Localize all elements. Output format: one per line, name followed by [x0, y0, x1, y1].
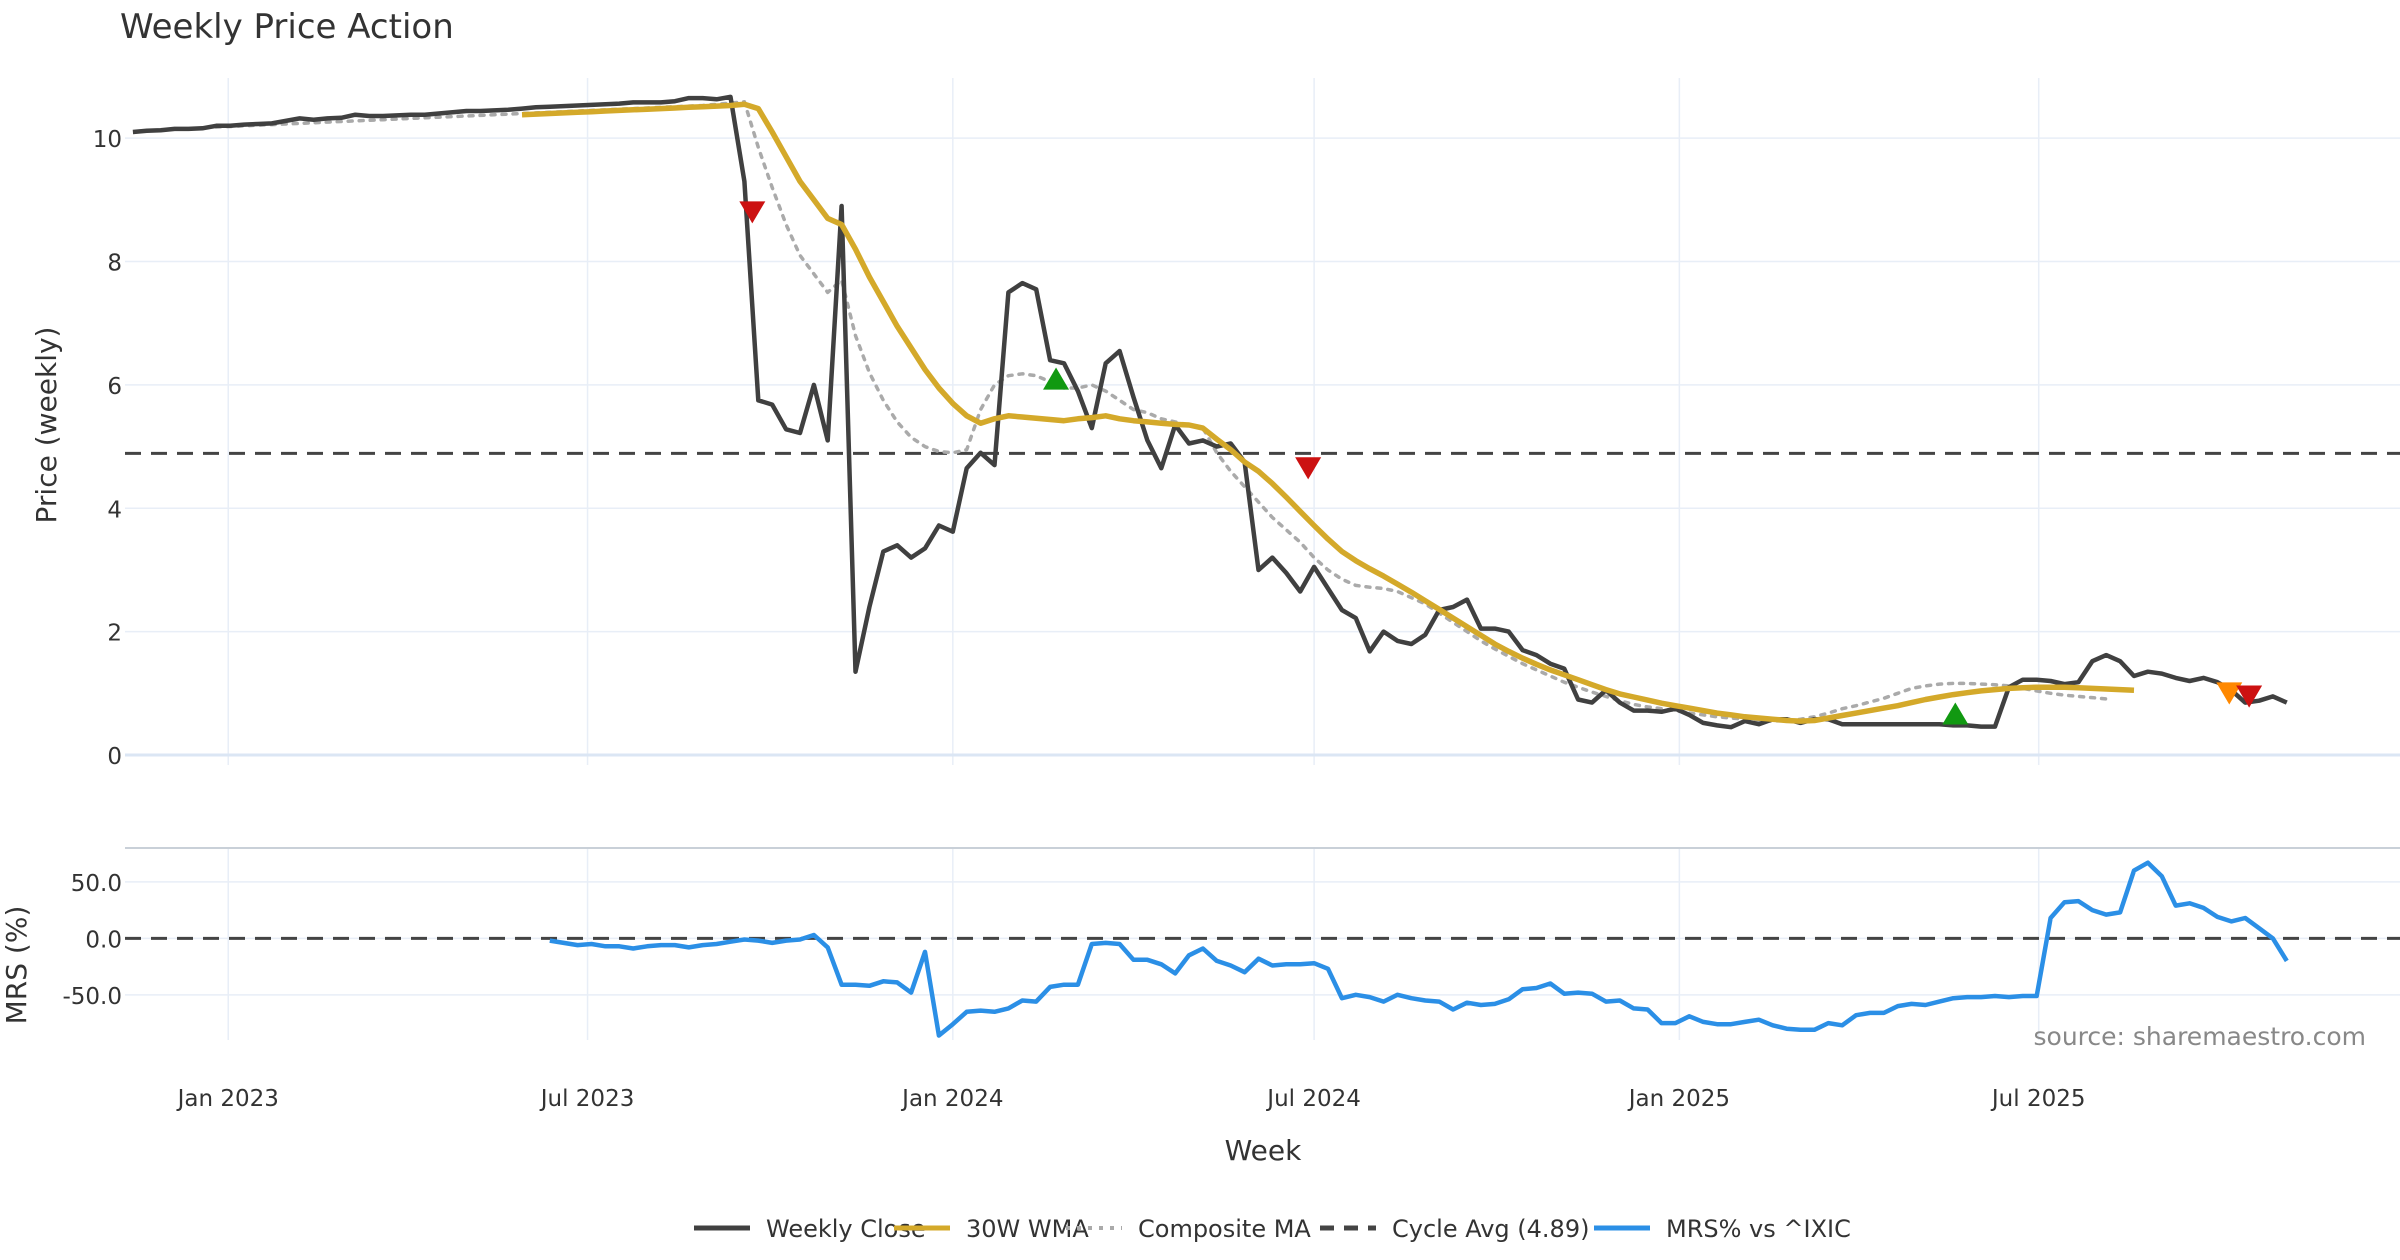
mrs-y-axis-label: MRS (%) — [0, 906, 33, 1025]
buy-signal-marker — [1043, 367, 1070, 390]
buy-signal-marker — [1942, 702, 1969, 725]
legend: Weekly Close 30W WMA Composite MA Cycle Avg… — [694, 1215, 1851, 1243]
sell-signal-marker — [2236, 685, 2263, 708]
legend-item-mrs-vs-ixic: MRS% vs ^IXIC — [1594, 1215, 1851, 1243]
price-y-tick-label: 4 — [107, 497, 122, 523]
legend-label: MRS% vs ^IXIC — [1666, 1215, 1851, 1243]
legend-item-weekly-close: Weekly Close — [694, 1215, 926, 1243]
price-y-tick-label: 0 — [107, 744, 122, 770]
x-ticks: Jan 2023 Jul 2023 Jan 2024 Jul 2024 Jan 2025… — [176, 1086, 2086, 1112]
legend-label: Cycle Avg (4.89) — [1392, 1215, 1589, 1243]
price-y-tick-label: 6 — [107, 374, 122, 400]
mrs-mrs-vs-ixic-line — [549, 860, 2289, 1038]
x-tick-label: Jan 2025 — [1627, 1086, 1730, 1112]
mrs-y-ticks: 50.0 0.0 -50.0 — [62, 871, 122, 1010]
mrs-series — [125, 860, 2400, 1038]
x-axis-label: Week — [1225, 1134, 1302, 1167]
chart-title: Weekly Price Action — [120, 7, 454, 47]
price-composite-ma-line — [214, 100, 2108, 723]
price-30w-wma-line — [521, 101, 2135, 724]
x-tick-label: Jul 2023 — [539, 1086, 635, 1112]
x-tick-label: Jul 2025 — [1990, 1086, 2086, 1112]
x-tick-label: Jan 2024 — [900, 1086, 1003, 1112]
mrs-y-tick-label: 0.0 — [85, 927, 122, 953]
mrs-y-tick-label: -50.0 — [62, 984, 122, 1010]
price-y-tick-label: 2 — [107, 621, 122, 647]
x-tick-label: Jan 2023 — [176, 1086, 279, 1112]
sell-signal-marker — [2216, 682, 2243, 705]
legend-label: 30W WMA — [966, 1215, 1089, 1243]
mrs-y-tick-label: 50.0 — [71, 871, 122, 897]
price-series — [125, 94, 2400, 730]
legend-label: Composite MA — [1138, 1215, 1311, 1243]
source-note: source: sharemaestro.com — [2034, 1022, 2367, 1051]
price-weekly-close-line — [132, 94, 2288, 730]
price-y-tick-label: 8 — [107, 251, 122, 277]
price-y-tick-label: 10 — [93, 127, 122, 153]
price-grid — [125, 78, 2400, 765]
legend-item-composite-ma: Composite MA — [1066, 1215, 1311, 1243]
sell-signal-marker — [739, 201, 766, 224]
price-markers — [739, 201, 2263, 725]
price-y-axis-label: Price (weekly) — [30, 327, 63, 524]
legend-item-cycle-avg-4-89: Cycle Avg (4.89) — [1320, 1215, 1589, 1243]
mrs-grid — [125, 847, 2400, 1040]
sell-signal-marker — [1295, 457, 1322, 480]
x-tick-label: Jul 2024 — [1265, 1086, 1361, 1112]
price-y-ticks: 0 2 4 6 8 10 — [93, 127, 122, 770]
